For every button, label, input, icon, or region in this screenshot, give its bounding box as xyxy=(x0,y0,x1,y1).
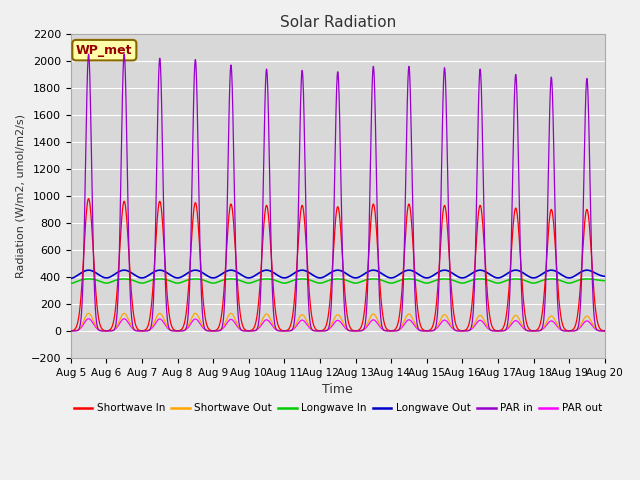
Y-axis label: Radiation (W/m2, umol/m2/s): Radiation (W/m2, umol/m2/s) xyxy=(15,114,25,278)
Title: Solar Radiation: Solar Radiation xyxy=(280,15,396,30)
Legend: Shortwave In, Shortwave Out, Longwave In, Longwave Out, PAR in, PAR out: Shortwave In, Shortwave Out, Longwave In… xyxy=(70,399,606,418)
X-axis label: Time: Time xyxy=(323,383,353,396)
Text: WP_met: WP_met xyxy=(76,44,132,57)
